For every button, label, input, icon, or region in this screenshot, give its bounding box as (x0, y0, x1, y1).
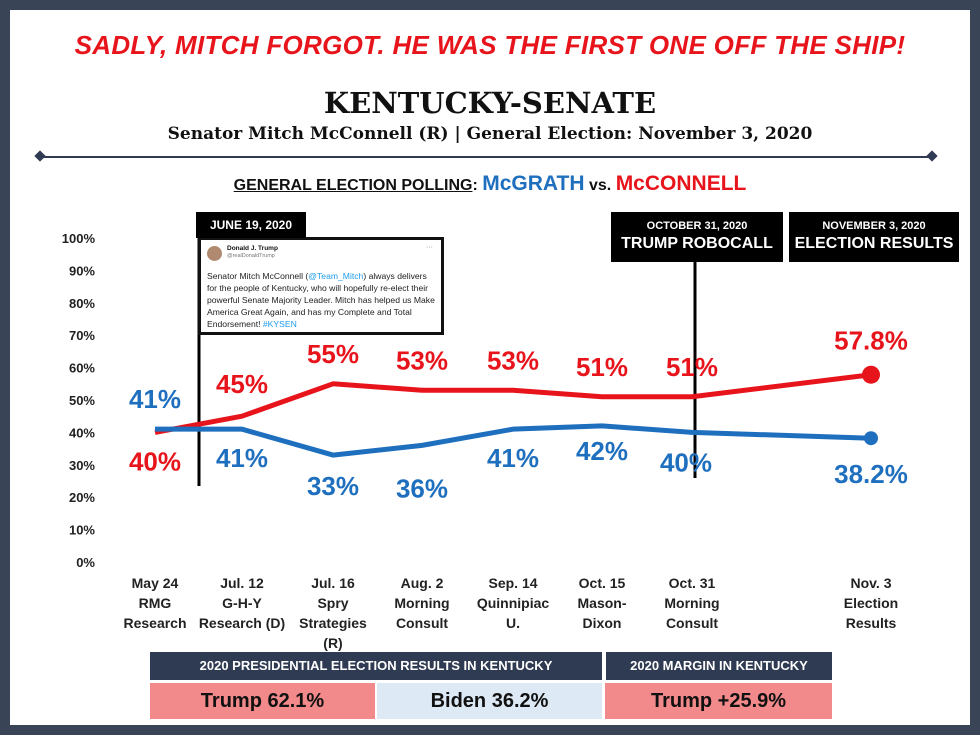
x-tick-label: U. (506, 615, 520, 631)
x-tick-label: Oct. 15 (579, 575, 626, 591)
y-tick-label: 40% (69, 425, 95, 440)
mcconnell-data-label: 53% (487, 345, 539, 375)
vs-text: vs. (588, 177, 612, 194)
mcgrath-data-label: 33% (307, 471, 359, 501)
mcgrath-data-label: 41% (129, 384, 181, 414)
header-separator (602, 652, 606, 680)
x-tick-label: Consult (666, 615, 718, 631)
x-tick-label: Quinnipiac (477, 595, 550, 611)
x-tick-label: RMG (139, 595, 172, 611)
x-tick-label: Morning (664, 595, 719, 611)
mcgrath-data-label: 41% (487, 443, 539, 473)
annotation-october-event: TRUMP ROBOCALL (621, 235, 773, 252)
annotation-october: OCTOBER 31, 2020 TRUMP ROBOCALL (611, 212, 783, 262)
x-tick-label: Spry (317, 595, 348, 611)
y-tick-label: 100% (62, 231, 96, 246)
mcconnell-data-label: 53% (396, 345, 448, 375)
candidate-mcgrath: McGRATH (482, 172, 585, 195)
mcgrath-data-label: 38.2% (834, 459, 908, 489)
tweet-text-part2: ) always delivers for the people of Kent… (207, 271, 435, 329)
annotation-october-date: OCTOBER 31, 2020 (646, 220, 748, 232)
polling-label: GENERAL ELECTION POLLING (233, 177, 473, 194)
x-tick-label: Jul. 16 (311, 575, 355, 591)
x-tick-label: Mason- (578, 595, 627, 611)
polling-heading: GENERAL ELECTION POLLING: McGRATH vs. Mc… (0, 172, 980, 196)
annotation-november-date: NOVEMBER 3, 2020 (822, 220, 926, 232)
tagline: SADLY, MITCH FORGOT. HE WAS THE FIRST ON… (74, 30, 906, 60)
x-tick-label: May 24 (132, 575, 179, 591)
y-tick-label: 30% (69, 458, 95, 473)
x-tick-label: Research (123, 615, 186, 631)
annotation-november: NOVEMBER 3, 2020 ELECTION RESULTS (789, 212, 959, 262)
y-tick-label: 90% (69, 263, 95, 278)
x-tick-label: Results (846, 615, 897, 631)
mcconnell-data-label: 51% (666, 352, 718, 382)
y-tick-label: 70% (69, 328, 95, 343)
page-title: KENTUCKY-SENATE (323, 86, 657, 120)
x-tick-label: Dixon (583, 615, 622, 631)
mcconnell-data-label: 45% (216, 369, 268, 399)
tweet-avatar (207, 246, 222, 261)
y-tick-label: 10% (69, 523, 95, 538)
biden-result: Biden 36.2% (377, 683, 602, 719)
mcconnell-endpoint (862, 365, 880, 384)
trump-result: Trump 62.1% (150, 683, 375, 719)
margin-header: 2020 MARGIN IN KENTUCKY (630, 658, 808, 673)
y-tick-label: 20% (69, 490, 95, 505)
mcgrath-endpoint (864, 431, 878, 446)
mcgrath-data-label: 42% (576, 436, 628, 466)
mcconnell-data-label: 40% (129, 446, 181, 476)
y-tick-label: 60% (69, 361, 95, 376)
x-tick-label: Sep. 14 (488, 575, 537, 591)
x-tick-label: Morning (394, 595, 449, 611)
margin-result: Trump +25.9% (605, 683, 832, 719)
x-tick-label: Aug. 2 (401, 575, 444, 591)
x-tick-label: Nov. 3 (851, 575, 892, 591)
annotation-november-event: ELECTION RESULTS (794, 235, 954, 252)
y-tick-label: 50% (69, 393, 95, 408)
presidential-results-header: 2020 PRESIDENTIAL ELECTION RESULTS IN KE… (199, 658, 553, 673)
x-tick-label: Consult (396, 615, 448, 631)
candidate-mcconnell: McCONNELL (615, 172, 747, 195)
results-header: 2020 PRESIDENTIAL ELECTION RESULTS IN KE… (150, 652, 832, 680)
mcgrath-data-label: 41% (216, 443, 268, 473)
x-tick-label: Election (844, 595, 898, 611)
tweet-author-name: Donald J. Trump (227, 245, 278, 252)
mcgrath-series-line (155, 423, 872, 458)
x-tick-label: Research (D) (199, 615, 285, 631)
mcconnell-series-line (154, 372, 872, 435)
mcgrath-data-label: 36% (396, 473, 448, 503)
tweet-text: Senator Mitch McConnell (@Team_Mitch) al… (207, 270, 435, 330)
more-icon: ··· (426, 244, 433, 251)
tweet-hashtag: #KYSEN (262, 319, 297, 329)
y-tick-label: 80% (69, 296, 95, 311)
x-tick-label: Jul. 12 (220, 575, 264, 591)
slide-panel (10, 10, 970, 725)
x-tick-label: G-H-Y (222, 595, 262, 611)
x-tick-label: Strategies (299, 615, 367, 631)
mcconnell-data-label: 51% (576, 352, 628, 382)
mcconnell-data-label: 57.8% (834, 326, 908, 356)
mcconnell-data-label: 55% (307, 339, 359, 369)
polling-colon: : (472, 177, 478, 194)
mcgrath-data-label: 40% (660, 447, 712, 477)
tweet-embed: Donald J. Trump @realDonaldTrump ··· Sen… (198, 237, 444, 335)
tweet-author-handle: @realDonaldTrump (227, 253, 275, 259)
tweet-mention: @Team_Mitch (308, 271, 364, 281)
tweet-text-part1: Senator Mitch McConnell ( (207, 271, 309, 281)
x-tick-label: (R) (323, 635, 342, 651)
title-divider (40, 156, 932, 158)
y-tick-label: 0% (76, 555, 95, 570)
annotation-june: JUNE 19, 2020 (196, 212, 306, 238)
x-tick-label: Oct. 31 (669, 575, 716, 591)
page-subtitle: Senator Mitch McConnell (R) | General El… (167, 124, 813, 144)
